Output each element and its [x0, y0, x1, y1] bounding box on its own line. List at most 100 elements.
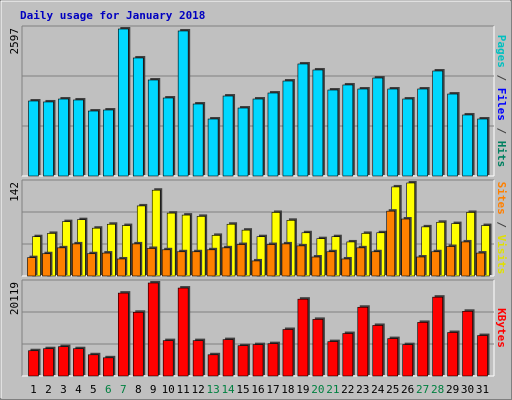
- x-tick-label: 30: [461, 383, 474, 396]
- bar: [176, 251, 186, 277]
- bar: [251, 260, 261, 277]
- bar: [207, 354, 219, 377]
- bar: [266, 244, 276, 277]
- bar: [342, 333, 354, 377]
- legend-entry: Visits: [495, 235, 508, 275]
- legend-entry: /: [495, 215, 508, 235]
- x-tick-label: 15: [236, 383, 249, 396]
- bar: [387, 338, 399, 377]
- bar: [436, 221, 445, 277]
- bar: [72, 243, 81, 277]
- bar: [312, 319, 324, 377]
- x-tick-label: 18: [281, 383, 294, 396]
- bar: [121, 225, 131, 277]
- bar: [27, 257, 36, 277]
- bar: [432, 296, 443, 377]
- bar: [417, 88, 428, 177]
- x-tick-label: 28: [431, 383, 444, 396]
- bar: [312, 69, 324, 177]
- legend-entry: /: [495, 68, 508, 88]
- bar: [222, 339, 234, 377]
- bar: [117, 28, 129, 177]
- bar: [297, 298, 309, 377]
- x-tick-label: 31: [476, 383, 489, 396]
- x-tick-label: 2: [45, 383, 52, 396]
- bar: [296, 245, 306, 277]
- bar: [177, 30, 189, 177]
- x-tick-label: 23: [356, 383, 369, 396]
- bar: [372, 77, 384, 177]
- bar: [117, 292, 129, 377]
- bar: [42, 253, 51, 277]
- x-tick-label: 22: [341, 383, 354, 396]
- bar: [181, 214, 191, 277]
- bar: [477, 335, 488, 377]
- x-tick-label: 1: [30, 383, 37, 396]
- bar: [477, 118, 488, 177]
- x-tick-label: 24: [371, 383, 385, 396]
- bar: [192, 340, 204, 377]
- bar: [342, 84, 354, 177]
- bar: [131, 243, 141, 277]
- bar: [386, 210, 396, 277]
- bar: [162, 340, 174, 377]
- bar: [357, 88, 369, 177]
- x-tick-label: 5: [90, 383, 97, 396]
- bar: [402, 98, 413, 177]
- bar: [88, 354, 99, 377]
- bar: [196, 216, 206, 277]
- x-tick-label: 9: [150, 383, 157, 396]
- legend-entry: /: [495, 121, 508, 141]
- bar: [462, 114, 473, 177]
- bar: [327, 341, 339, 377]
- bar: [73, 99, 84, 177]
- bar: [237, 345, 249, 377]
- legend-entry: Hits: [495, 141, 508, 168]
- bar: [256, 236, 266, 277]
- bar: [447, 93, 458, 177]
- bar: [236, 244, 246, 277]
- y-tick-label: 20119: [8, 282, 21, 315]
- bar: [191, 251, 201, 277]
- bar: [311, 256, 321, 277]
- bar: [372, 325, 384, 377]
- bar: [166, 212, 176, 277]
- legend-entry: Sites: [495, 182, 508, 215]
- x-tick-label: 13: [206, 383, 219, 396]
- legend: Pages / Files / Hits: [495, 35, 508, 168]
- bar: [447, 332, 458, 377]
- bar: [151, 189, 161, 277]
- bar: [28, 100, 39, 177]
- bar: [132, 312, 144, 377]
- bar: [87, 253, 96, 277]
- bar: [132, 57, 144, 177]
- bar: [462, 311, 473, 377]
- bar: [446, 246, 455, 277]
- legend: KBytes: [495, 308, 508, 348]
- x-tick-label: 10: [162, 383, 175, 396]
- legend-entry: KBytes: [495, 308, 508, 348]
- bar: [107, 223, 116, 277]
- bar: [476, 252, 485, 277]
- bar: [356, 247, 366, 277]
- bar: [192, 103, 204, 177]
- bar: [416, 256, 425, 277]
- bar: [267, 343, 279, 377]
- x-tick-label: 21: [326, 383, 339, 396]
- bar: [206, 249, 216, 277]
- bar: [357, 306, 369, 377]
- bar: [252, 344, 264, 377]
- bar: [417, 322, 428, 377]
- bar: [387, 88, 399, 177]
- bar: [431, 251, 440, 277]
- legend-entry: Files: [495, 88, 508, 121]
- bar: [147, 282, 159, 377]
- bar: [371, 251, 381, 277]
- x-tick-label: 17: [266, 383, 279, 396]
- x-tick-label: 4: [75, 383, 82, 396]
- bar: [161, 249, 171, 277]
- bar: [58, 98, 69, 177]
- x-tick-label: 6: [105, 383, 112, 396]
